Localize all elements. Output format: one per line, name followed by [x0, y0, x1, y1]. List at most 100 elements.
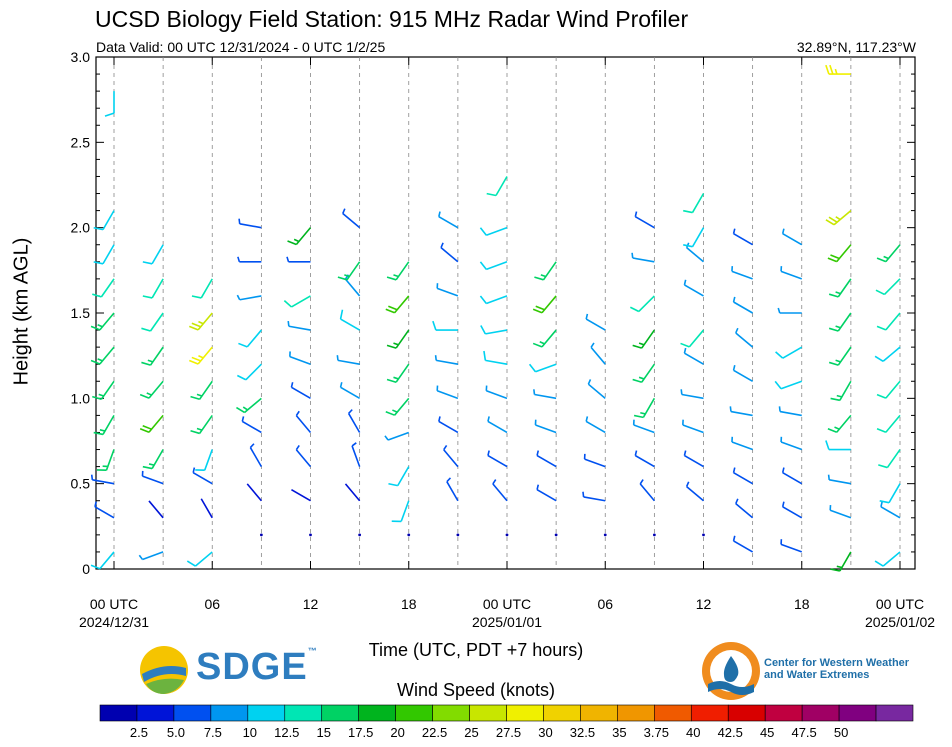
wind-barb-half-flag — [198, 355, 204, 359]
wind-barb-half-flag — [735, 498, 739, 504]
wind-barb-staff — [443, 449, 459, 468]
wind-barb-flag — [191, 322, 201, 328]
wind-barb-staff — [436, 390, 459, 400]
wind-barb-half-flag — [834, 426, 840, 430]
wind-barb-flag — [828, 361, 839, 366]
wind-barb-staff — [536, 489, 557, 502]
wind-barb-half-flag — [836, 394, 843, 398]
wind-barb-flag — [90, 359, 101, 365]
wind-barb-flag — [287, 240, 297, 246]
wind-barb-half-flag — [781, 467, 785, 473]
colorbar-swatch — [690, 704, 729, 722]
wind-barb-flag — [534, 276, 544, 281]
wind-barb-half-flag — [384, 435, 389, 441]
wind-barb-half-flag — [295, 444, 300, 451]
wind-barb-flag — [680, 342, 690, 348]
wind-barb-staff — [446, 481, 459, 502]
calm-wind-dot — [554, 533, 558, 537]
wind-barb-flag — [188, 359, 199, 365]
wind-barb-half-flag — [732, 365, 736, 371]
wind-barb-staff — [733, 369, 754, 382]
wind-barb-staff — [486, 261, 508, 271]
colorbar-swatch — [210, 704, 249, 722]
wind-barb-staff — [100, 278, 115, 298]
wind-barb-staff — [885, 380, 901, 399]
wind-barb-staff — [486, 295, 508, 305]
wind-barb-half-flag — [342, 208, 346, 214]
wind-barb-staff — [731, 270, 753, 280]
station-latlon: 32.89°N, 117.23°W — [796, 39, 916, 55]
wind-barb-flag — [876, 428, 887, 433]
wind-barb-staff — [289, 355, 311, 365]
wind-barb-staff — [337, 359, 360, 365]
wind-barb-staff — [585, 318, 606, 331]
wind-barb-staff — [436, 359, 459, 365]
wind-barb-staff — [344, 278, 361, 297]
wind-barb-staff — [733, 471, 754, 485]
colorbar-swatch — [469, 704, 507, 722]
wind-barb-half-flag — [492, 479, 497, 485]
wind-barb-flag — [236, 374, 247, 381]
wind-barb-staff — [730, 410, 753, 417]
wind-barb-half-flag — [293, 238, 300, 243]
colorbar-tick-label: 2.5 — [130, 725, 148, 740]
wind-barb-half-flag — [634, 450, 638, 456]
wind-barb-half-flag — [487, 450, 490, 456]
wind-barb-staff — [291, 489, 311, 502]
wind-barb-staff — [351, 445, 361, 467]
sdge-trademark: ™ — [307, 646, 318, 656]
wind-barb-staff — [888, 483, 901, 504]
wind-barb-half-flag — [249, 443, 255, 449]
wind-barb-half-flag — [587, 379, 592, 385]
wind-barb-half-flag — [487, 416, 490, 422]
wind-barb-staff — [492, 483, 508, 502]
sdge-wordmark: SDGE — [196, 646, 308, 688]
wind-barb-flag — [486, 192, 497, 197]
wind-barb-flag — [874, 355, 884, 362]
calm-wind-dot — [652, 533, 656, 537]
wind-barb-staff — [102, 244, 115, 265]
colorbar-swatch — [247, 704, 286, 722]
wind-barb-staff — [200, 278, 213, 299]
wind-barb-staff — [882, 551, 901, 567]
wind-barb-staff — [583, 496, 606, 502]
wind-barb-staff — [487, 420, 508, 434]
wind-barb-flag — [385, 410, 395, 416]
wind-barb-staff — [246, 329, 262, 348]
calm-wind-dot — [309, 533, 312, 537]
wind-barb-half-flag — [148, 463, 155, 466]
wind-barb-half-flag — [585, 416, 589, 422]
colorbar-tick-label: 40 — [686, 725, 700, 740]
x-tick-label: 00 UTC — [876, 596, 924, 612]
wind-barb-staff — [733, 233, 754, 246]
wind-barb-half-flag — [683, 450, 687, 456]
wind-barb-half-flag — [638, 342, 645, 346]
wind-barb-half-flag — [540, 274, 547, 278]
wind-barb-staff — [295, 415, 312, 433]
wind-barb-flag — [875, 289, 885, 296]
wind-barb-staff — [681, 393, 704, 400]
wind-barb-half-flag — [438, 416, 441, 422]
colorbar-swatch — [617, 704, 655, 722]
wind-barb-staff — [200, 498, 213, 519]
colorbar-tick-label: 7.5 — [204, 725, 222, 740]
wind-barb-flag — [683, 209, 693, 214]
wind-barb-half-flag — [533, 389, 536, 395]
colorbar-label: Wind Speed (knots) — [396, 680, 556, 700]
wind-barb-staff — [686, 247, 705, 263]
wind-barb-staff — [691, 227, 705, 248]
wind-barb-staff — [142, 551, 164, 561]
wind-barb-staff — [92, 479, 115, 485]
wind-barb-half-flag — [539, 341, 545, 345]
wind-barb-half-flag — [97, 323, 103, 328]
wind-barb-flag — [532, 308, 543, 314]
colorbar-tick-label: 30 — [538, 725, 552, 740]
wind-barb-staff — [684, 284, 704, 297]
wind-barb-staff — [882, 346, 901, 362]
colorbar-tick-label: 15 — [316, 725, 330, 740]
y-tick-label: 1.0 — [71, 390, 91, 406]
wind-barb-half-flag — [732, 296, 736, 303]
wind-barb-staff — [684, 352, 704, 365]
colorbar-swatch — [838, 704, 877, 722]
wind-barb-flag — [775, 351, 784, 359]
